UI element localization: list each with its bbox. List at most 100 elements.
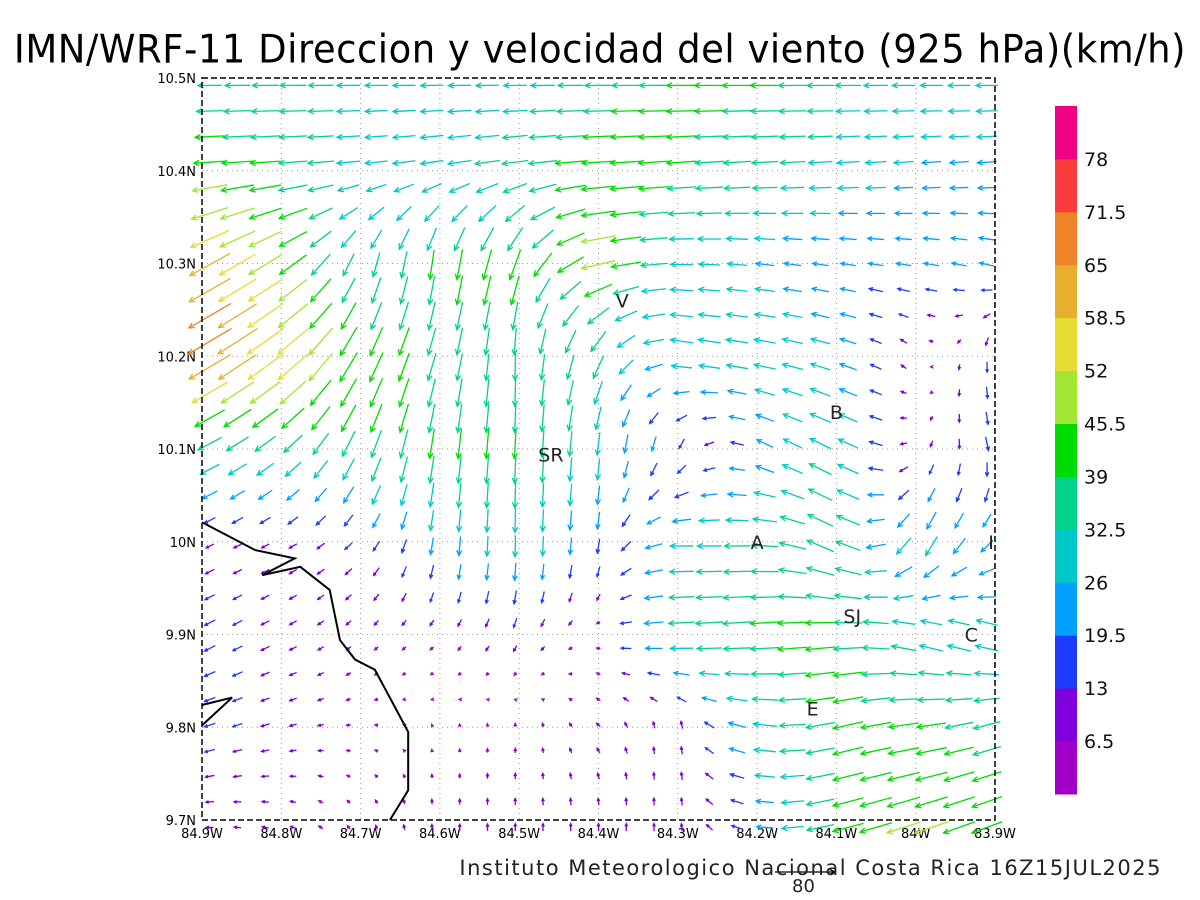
wind-arrow — [513, 796, 518, 806]
wind-arrow — [204, 568, 215, 575]
wind-arrow — [665, 133, 697, 141]
wind-arrow — [540, 591, 545, 605]
colorbar-label: 39 — [1084, 466, 1108, 488]
wind-arrow — [730, 824, 744, 830]
y-tick-label: 10.4N — [157, 165, 196, 180]
wind-arrow — [781, 311, 803, 319]
wind-arrow — [616, 334, 636, 349]
wind-arrow — [724, 235, 749, 242]
wind-arrow — [721, 133, 752, 141]
wind-arrow — [942, 796, 975, 809]
wind-arrow — [568, 697, 573, 702]
y-tick-label: 9.7N — [166, 814, 196, 829]
wind-arrow — [867, 261, 884, 267]
wind-arrow — [750, 695, 778, 703]
wind-arrow — [340, 378, 358, 408]
wind-arrow — [888, 696, 918, 704]
wind-arrow — [971, 770, 1002, 783]
wind-arrow — [811, 261, 829, 267]
wind-arrow — [402, 748, 407, 753]
wind-arrow — [885, 821, 921, 835]
wind-arrow — [652, 796, 656, 806]
wind-arrow — [373, 697, 379, 702]
colorbar-swatch — [1055, 582, 1077, 636]
wind-arrow — [858, 822, 893, 834]
wind-arrow — [568, 722, 573, 728]
wind-arrow — [836, 184, 859, 192]
wind-arrow — [944, 696, 973, 704]
wind-arrow — [866, 492, 885, 498]
wind-arrow — [865, 210, 886, 217]
wind-arrow — [643, 363, 663, 371]
wind-arrow — [753, 388, 776, 396]
x-tick-label: 84.7W — [340, 827, 382, 842]
wind-arrow — [397, 352, 411, 383]
wind-arrow — [831, 721, 864, 731]
wind-arrow — [697, 261, 721, 268]
wind-arrow — [753, 490, 776, 498]
colorbar-label: 71.5 — [1084, 202, 1126, 224]
wind-arrow — [751, 721, 777, 728]
wind-arrow — [893, 184, 914, 191]
wind-arrow — [192, 159, 227, 167]
wind-arrow — [620, 671, 631, 676]
wind-arrow — [539, 509, 546, 533]
wind-arrow — [980, 288, 993, 293]
wind-arrow — [705, 798, 714, 806]
place-label: B — [830, 402, 843, 424]
wind-arrow — [754, 413, 775, 422]
wind-arrow — [315, 515, 327, 526]
wind-arrow — [527, 159, 558, 167]
wind-arrow — [752, 746, 776, 754]
wind-arrow — [535, 277, 551, 304]
wind-arrow — [837, 438, 859, 449]
wind-arrow — [502, 182, 528, 194]
wind-arrow — [665, 82, 697, 89]
wind-arrow — [954, 314, 963, 318]
wind-arrow — [429, 619, 435, 627]
wind-arrow — [430, 747, 435, 753]
wind-arrow — [189, 229, 230, 249]
wind-arrow — [539, 404, 546, 433]
wind-arrow — [975, 133, 998, 141]
wind-arrow — [483, 481, 491, 510]
wind-arrow — [593, 380, 603, 406]
wind-arrow — [942, 821, 976, 835]
wind-arrow — [805, 539, 835, 553]
wind-arrow — [894, 235, 912, 242]
wind-arrow — [665, 108, 697, 115]
wind-arrow — [728, 772, 745, 779]
wind-arrow — [539, 482, 546, 509]
wind-arrow — [755, 824, 774, 830]
wind-arrow — [948, 594, 969, 601]
wind-arrow — [232, 774, 242, 779]
colorbar-swatch — [1055, 370, 1077, 425]
wind-arrow — [943, 721, 974, 730]
wind-arrow — [288, 774, 297, 779]
wind-arrow — [971, 745, 1002, 757]
wind-arrow — [596, 822, 601, 832]
wind-arrow — [533, 252, 553, 278]
wind-arrow — [335, 159, 361, 166]
wind-arrow — [806, 107, 834, 115]
wind-arrow — [755, 439, 774, 449]
wind-arrow — [369, 352, 384, 383]
wind-arrow — [566, 405, 574, 432]
wind-arrow — [398, 378, 410, 408]
wind-arrow — [342, 253, 355, 277]
wind-arrow — [260, 620, 270, 626]
wind-arrow — [393, 183, 415, 193]
wind-arrow — [317, 800, 324, 804]
wind-arrow — [231, 722, 243, 728]
wind-arrow — [255, 462, 275, 477]
wind-arrow — [316, 620, 325, 626]
wind-arrow — [676, 464, 687, 475]
wind-arrow — [567, 672, 573, 676]
wind-arrow — [693, 133, 725, 141]
wind-arrow — [648, 412, 659, 425]
wind-arrow — [511, 403, 519, 434]
wind-arrow — [483, 428, 490, 461]
wind-arrow — [457, 697, 463, 702]
wind-arrow — [648, 489, 660, 501]
wind-arrow — [897, 313, 909, 318]
